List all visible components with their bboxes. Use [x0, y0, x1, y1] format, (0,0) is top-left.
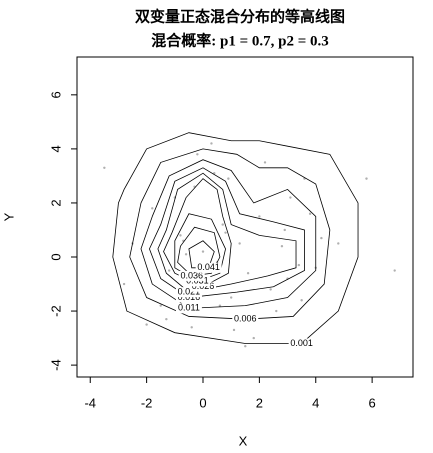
y-tick-label: 2 [48, 199, 63, 206]
x-tick-label: 6 [369, 395, 376, 410]
contour-label-bg [178, 270, 205, 281]
y-tick-label: 0 [48, 253, 63, 260]
contour-label: 0.006 [234, 314, 257, 324]
chart-title: 双变量正态混合分布的等高线图 [135, 7, 345, 25]
contour-line [140, 159, 317, 309]
contour-label: 0.041 [197, 262, 220, 272]
contour-label: 0.001 [290, 338, 313, 348]
chart-subtitle: 混合概率: p1 = 0.7, p2 = 0.3 [151, 31, 329, 49]
contour-label: 0.021 [178, 287, 201, 297]
x-axis-label: X [239, 433, 248, 448]
scatter-point [289, 196, 292, 199]
contour-label: 0.011 [178, 303, 200, 313]
contour-label-bg [175, 303, 202, 314]
scatter-point [308, 212, 312, 215]
x-tick-label: 4 [312, 395, 319, 410]
scatter-point [275, 309, 278, 313]
y-axis-label: Y [1, 212, 16, 221]
scatter-point [269, 288, 272, 291]
contour-line [174, 213, 226, 282]
x-tick-label: 0 [199, 395, 206, 410]
scatter-point [196, 153, 199, 156]
contour-line [112, 132, 359, 344]
scatter-point [210, 142, 213, 145]
scatter-point [201, 250, 205, 253]
scatter-point [297, 263, 301, 267]
contour-label-bg [175, 292, 202, 303]
x-tick-label: -2 [141, 395, 153, 410]
contour-line [129, 148, 331, 320]
contour-label-bg [232, 314, 259, 325]
scatter-point [122, 282, 126, 286]
scatter-point [232, 328, 236, 332]
scatter-point [151, 207, 154, 210]
contour-line [149, 167, 305, 298]
scatter-point [229, 296, 233, 299]
scatter-point [246, 272, 250, 275]
scatter-point [184, 253, 188, 256]
scatter-point [227, 177, 230, 180]
x-tick-label: -4 [84, 395, 96, 410]
scatter-point [244, 344, 247, 348]
scatter-point [258, 215, 261, 218]
scatter-point [190, 326, 193, 329]
y-tick-label: 6 [48, 91, 63, 98]
y-tick-label: -2 [48, 305, 63, 317]
scatter-point [224, 231, 227, 234]
contour-line [157, 172, 297, 293]
scatter-point [300, 299, 303, 302]
plot-box [76, 56, 414, 378]
scatter-point [179, 234, 182, 237]
scatter-point [167, 269, 171, 272]
scatter-point [218, 304, 222, 307]
contour-label-bg [190, 281, 216, 292]
y-tick-label: -4 [48, 359, 63, 371]
scatter-point [165, 317, 168, 321]
scatter-point [145, 323, 148, 326]
contour-line [163, 178, 232, 288]
scatter-point [365, 177, 368, 180]
scatter-point [238, 242, 241, 245]
contour-label: 0.036 [180, 270, 203, 280]
contour-label-bg [195, 262, 222, 273]
scatter-point [320, 236, 323, 240]
x-tick-label: 2 [256, 395, 263, 410]
scatter-point [280, 244, 284, 248]
scatter-point [221, 223, 224, 226]
scatter-point [103, 166, 106, 170]
contour-label-bg [175, 287, 202, 298]
scatter-point [393, 269, 396, 272]
scatter-point [252, 336, 255, 340]
contour-label-bg [184, 276, 211, 287]
y-tick-label: 4 [48, 145, 63, 152]
scatter-point [283, 228, 286, 232]
scatter-point [159, 304, 162, 307]
contour-label-bg [288, 338, 315, 349]
scatter-point [263, 161, 267, 164]
scatter-point [337, 242, 340, 245]
contour-line [188, 240, 215, 269]
